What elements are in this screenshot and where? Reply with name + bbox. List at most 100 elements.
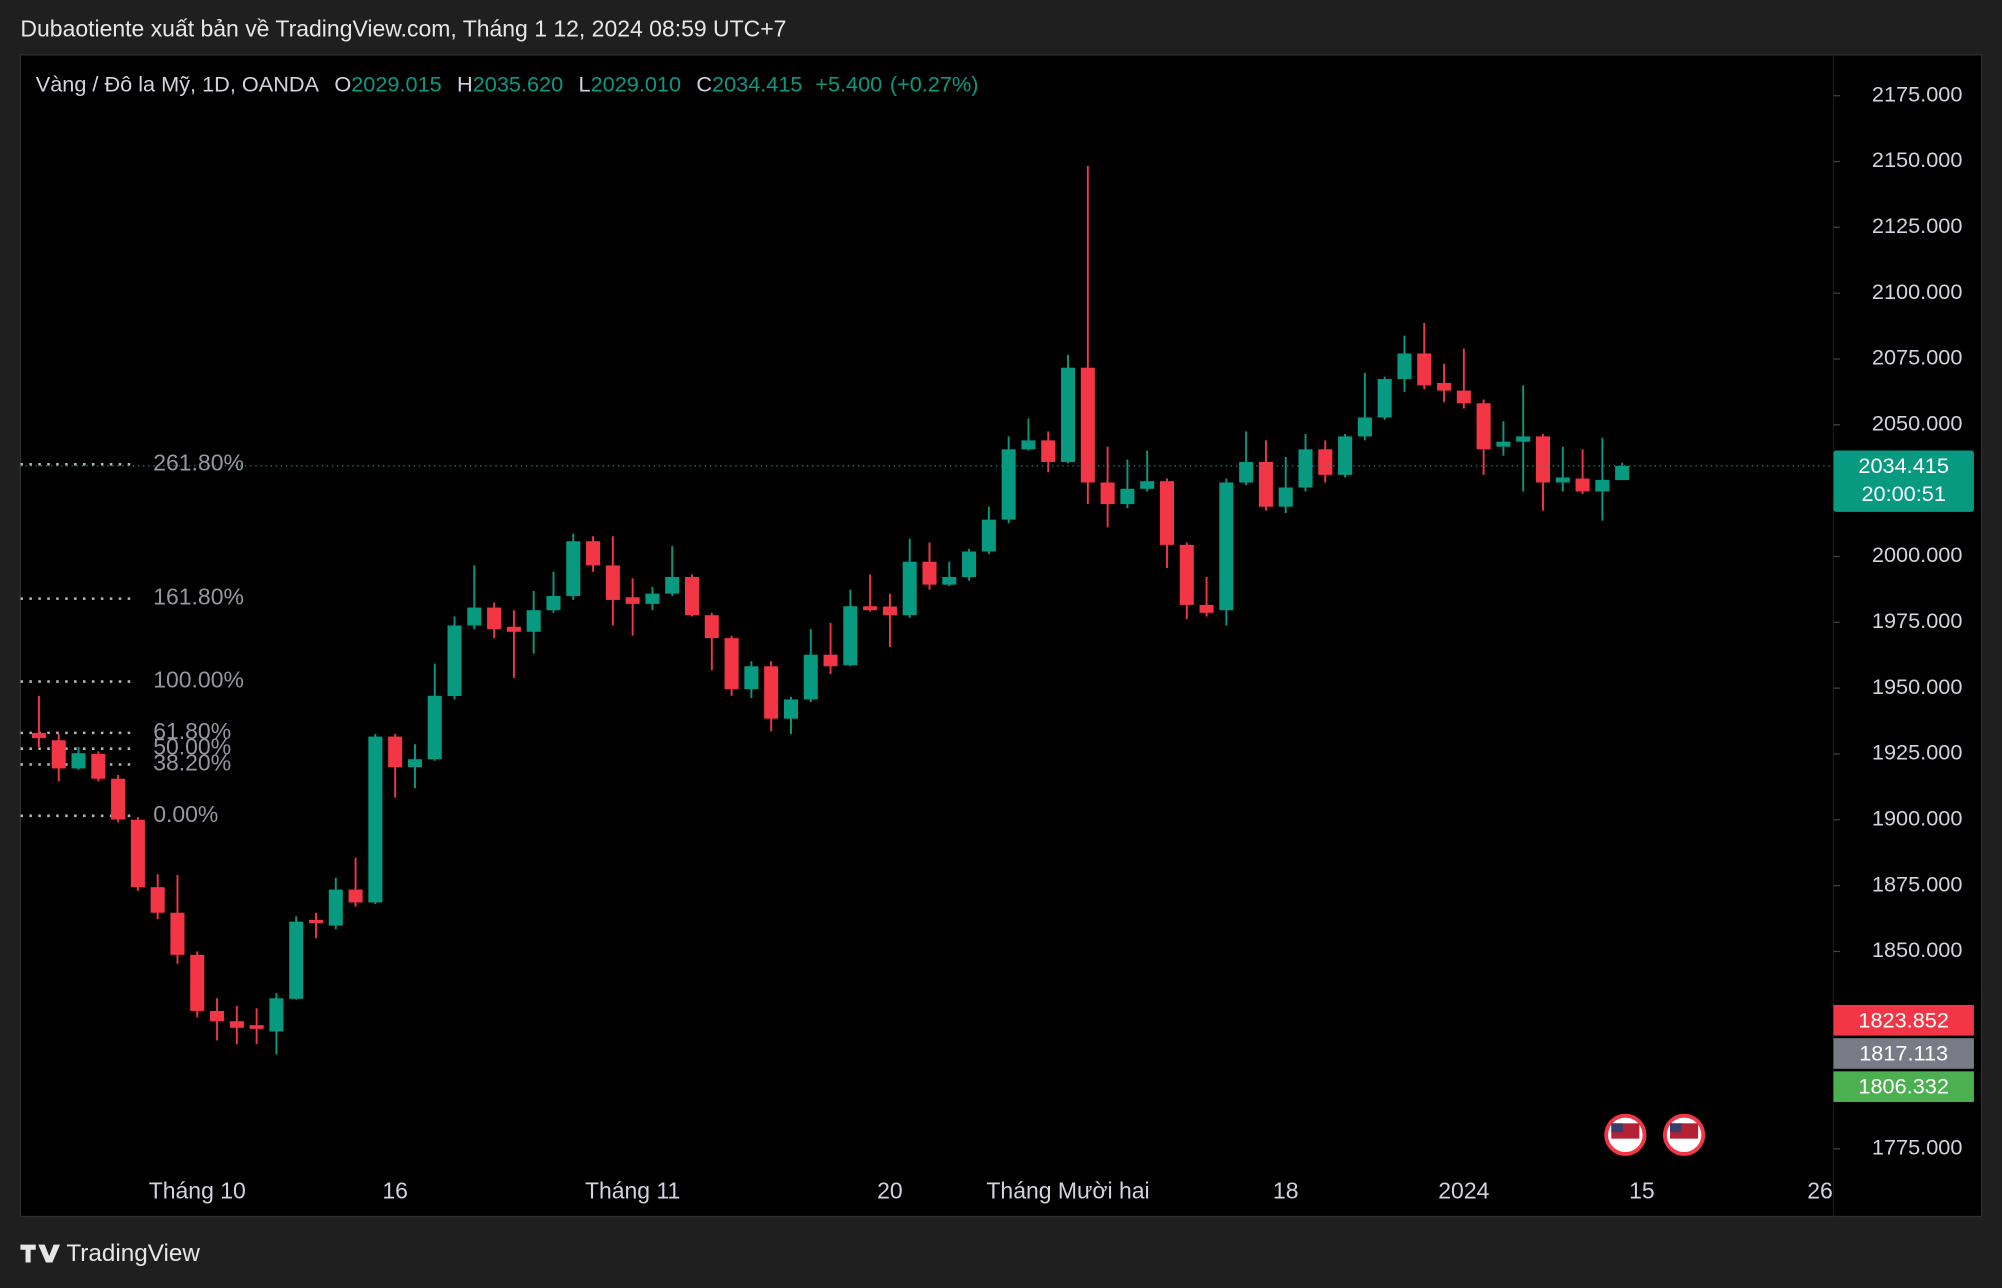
legend-value: 2035.620	[473, 71, 563, 96]
candle-body	[902, 561, 917, 616]
price-label: 1823.852	[1858, 1007, 1948, 1032]
candle-body	[1179, 544, 1194, 605]
candle-body	[1239, 461, 1254, 483]
price-tag-countdown: 20:00:51	[1861, 481, 1945, 506]
candle-body	[586, 541, 601, 566]
y-tick-label: 2050.000	[1872, 411, 1962, 436]
candle-body	[1595, 479, 1610, 492]
price-label-box	[1833, 1004, 1974, 1036]
plot: Tháng 10 16 Tháng 11 20 Tháng Mười hai 18 2024…	[20, 166, 1834, 1203]
candle-body	[1219, 482, 1234, 611]
y-tick-label: 1900.000	[1872, 806, 1962, 831]
candle-body	[487, 607, 502, 630]
candle-body	[1357, 417, 1372, 437]
candle-body	[190, 954, 205, 1011]
candle-body	[1437, 382, 1452, 391]
fib-label: 100.00%	[153, 667, 244, 693]
candle-body	[1516, 436, 1531, 442]
fib-label: 50.00%	[153, 734, 231, 760]
x-tick-label: 16	[382, 1177, 408, 1203]
candle-body	[130, 819, 145, 888]
candle-body	[289, 921, 304, 999]
candle-body	[1397, 353, 1412, 380]
fib-label: 261.80%	[153, 449, 244, 475]
candle-body	[665, 577, 680, 594]
candle-body	[1496, 441, 1511, 447]
candle-body	[1417, 353, 1432, 386]
legend-value: 2034.415	[712, 71, 802, 96]
brand: TradingView	[66, 1240, 200, 1267]
candle-body	[1001, 449, 1016, 520]
y-tick-label: 1850.000	[1872, 937, 1962, 962]
candle-body	[823, 654, 838, 667]
candle-body	[704, 615, 719, 639]
candle-body	[1298, 449, 1313, 488]
legend-key: C	[696, 71, 712, 96]
candle-body	[1476, 403, 1491, 450]
candle-body	[625, 597, 640, 604]
candle-body	[1318, 449, 1333, 475]
legend-key: L	[579, 71, 591, 96]
chart-panel	[19, 54, 1983, 1218]
candle-body	[150, 887, 165, 913]
fib-label: 0.00%	[153, 801, 218, 827]
y-tick-label: 1775.000	[1872, 1135, 1962, 1160]
price-axis: 1775.000 1850.000 1875.000 1900.000 1925.000…	[1833, 81, 1974, 1160]
candle-body	[210, 1010, 225, 1022]
candle-body	[1377, 379, 1392, 418]
fib-label: 38.20%	[153, 750, 231, 776]
legend-value: 2029.015	[351, 71, 441, 96]
candle-body	[1100, 482, 1115, 505]
legend-change: +5.400	[815, 71, 882, 96]
candle-body	[1021, 440, 1036, 450]
y-tick-label: 1975.000	[1872, 608, 1962, 633]
y-tick-label: 2000.000	[1872, 542, 1962, 567]
candle-body	[526, 610, 541, 632]
candle-body	[645, 593, 660, 604]
candle-body	[249, 1025, 264, 1029]
candle-body	[91, 753, 106, 779]
candle-body	[1199, 604, 1214, 613]
candle-body	[546, 595, 561, 611]
candle-body	[269, 998, 284, 1032]
y-tick-label: 1875.000	[1872, 871, 1962, 896]
legend-key: O	[334, 71, 351, 96]
legend-change-pct: (+0.27%)	[890, 71, 979, 96]
price-tag-label: 2034.415	[1858, 453, 1948, 478]
x-tick-label: 15	[1629, 1177, 1655, 1203]
candle-body	[863, 606, 878, 611]
candle-body	[882, 606, 897, 616]
candle-body	[328, 889, 343, 926]
candle-body	[744, 666, 759, 690]
candle-body	[922, 561, 937, 585]
candle-body	[467, 607, 482, 626]
candle-body	[51, 740, 66, 769]
candle-body	[1338, 436, 1353, 475]
candle-body	[1258, 461, 1273, 507]
candle-body	[229, 1021, 244, 1028]
x-tick-label: 2024	[1438, 1177, 1489, 1203]
x-tick-label: 20	[877, 1177, 903, 1203]
candle-body	[1120, 488, 1135, 505]
candle-body	[1041, 440, 1056, 462]
candle-body	[981, 519, 996, 552]
price-label: 1817.113	[1859, 1040, 1948, 1065]
candle-body	[1080, 367, 1095, 483]
y-tick-label: 1950.000	[1872, 674, 1962, 699]
candle-body	[724, 638, 739, 690]
candle-body	[71, 753, 86, 769]
candle-body	[843, 606, 858, 666]
price-label-box	[1833, 1038, 1974, 1069]
x-tick-label: 26	[1807, 1177, 1833, 1203]
candle-body	[942, 577, 957, 585]
fib-label: 161.80%	[153, 584, 244, 610]
y-tick-label: 2175.000	[1872, 81, 1962, 106]
candle-body	[111, 778, 126, 820]
candle-body	[566, 541, 581, 596]
x-tick-label: Tháng 11	[585, 1177, 680, 1203]
candle-body	[1278, 487, 1293, 507]
candle-body	[31, 732, 46, 739]
y-tick-label: 2150.000	[1872, 147, 1962, 172]
